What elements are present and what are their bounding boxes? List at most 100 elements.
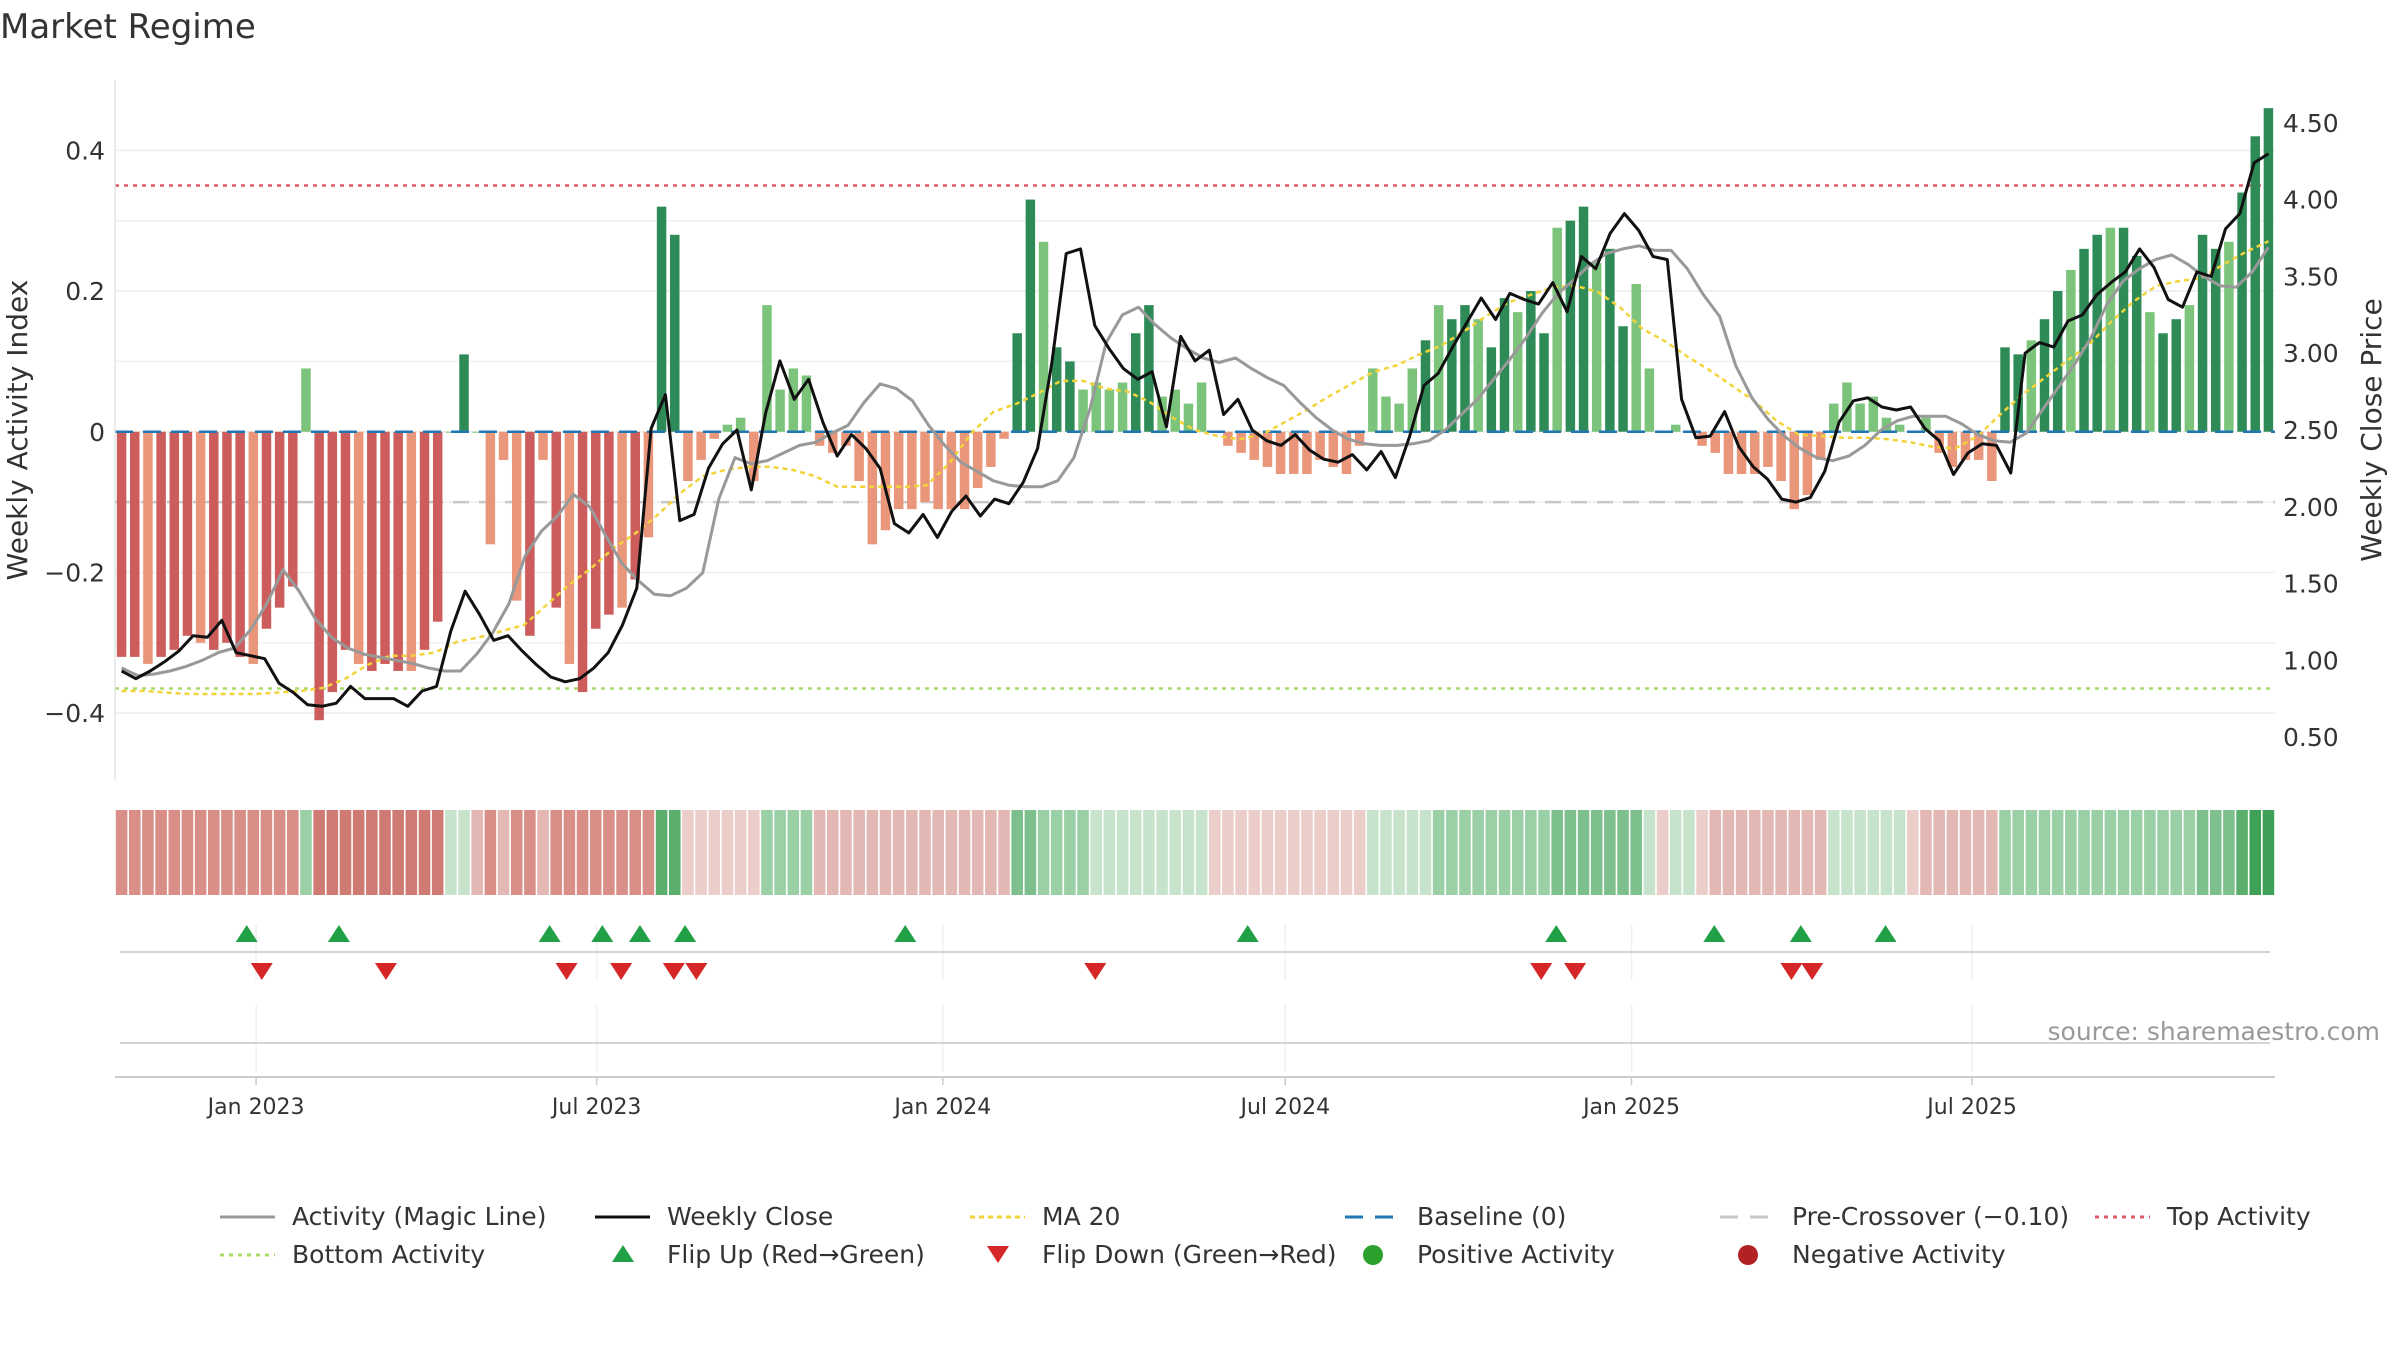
state-strip-cell [1577,810,1590,895]
state-strip-cell [932,810,944,895]
activity-bar [1526,291,1536,432]
legend-label: Activity (Magic Line) [292,1202,546,1231]
activity-bar [367,431,377,671]
ma20-line [121,240,2269,696]
state-strip-cell [800,810,813,895]
state-strip-cell [2038,810,2051,895]
state-strip-cell [1367,810,1379,895]
activity-bar [169,431,180,650]
state-strip-cell [1274,810,1287,895]
y-tick-label-right: 3.50 [2283,262,2339,291]
state-strip-cell [2065,810,2077,895]
state-strip-cell [1946,810,1959,895]
legend-item-flipdown: Flip Down (Green→Red) [987,1240,1337,1269]
reference-lines-layer [115,184,2275,690]
flip-up-marker [1874,925,1897,942]
state-strip-cell [1485,810,1498,895]
state-strip-cell [1893,810,1906,895]
legend-label: Flip Down (Green→Red) [1042,1240,1337,1269]
flip-up-marker [894,925,917,942]
activity-bar [907,431,917,510]
activity-bar [2250,136,2260,432]
state-strip-cell [194,810,207,895]
flip-up-marker [235,925,258,942]
state-strip-cell [366,810,378,895]
price-lines-layer [120,152,2270,708]
state-strip-cell [1867,810,1880,895]
activity-bar [1460,305,1470,432]
activity-bar [1341,431,1352,474]
activity-bar [1710,431,1720,453]
activity-bar [1960,431,1971,460]
state-strip-cell [1459,810,1471,895]
state-strip-cell [1024,810,1037,895]
state-strip-cell [221,810,233,895]
axes-layer: 0.4 0.2 0 −0.2 −0.4 4.50 4.00 3.50 3.00 2.50 2.00 1… [44,80,2339,780]
activity-bar [195,431,206,643]
state-strip-cell [1261,810,1274,895]
state-strip-cell [1525,810,1537,895]
state-strip-cell [879,810,892,895]
flip-up-marker [1236,925,1259,942]
activity-bar [1855,403,1865,432]
state-strip-cell [1880,810,1893,895]
activity-bar [1802,431,1813,496]
activity-bar [920,431,930,503]
x-tick-label: Jul 2025 [1925,1095,2017,1120]
activity-bar [1842,382,1852,432]
activity-bar [459,354,469,432]
state-strip-cell [405,810,418,895]
activity-bar [1512,312,1523,432]
legend-label: Flip Up (Red→Green) [667,1240,925,1269]
activity-bar [722,424,733,432]
activity-bar [564,431,575,664]
y-tick-label-right: 1.00 [2283,646,2339,675]
activity-bar [617,431,627,608]
activity-bar [1618,326,1628,432]
state-strip-cell [550,810,563,895]
activity-bar [2224,241,2234,432]
y-tick-label-right: 2.50 [2283,416,2339,445]
legend-label: MA 20 [1042,1202,1120,1231]
legend-label: Top Activity [2166,1202,2311,1231]
activity-bar [1947,431,1958,467]
activity-bar [130,431,140,657]
state-strip-cell [1090,810,1103,895]
activity-bar [143,431,153,664]
legend-swatch-flip-down [987,1246,1009,1263]
activity-bar [1605,248,1615,432]
activity-magic-line [120,244,2270,678]
activity-bar [1223,431,1233,446]
activity-bar [1144,305,1154,432]
activity-bar [841,431,851,446]
state-strip-cell [2144,810,2156,895]
activity-bar [2131,255,2142,432]
state-strip-cell [1630,810,1643,895]
activity-bar [1328,431,1339,467]
legend-item-magic: Activity (Magic Line) [220,1202,546,1231]
state-strip-cell [1301,810,1313,895]
legend-label: Bottom Activity [292,1240,485,1269]
state-strip-cell [2223,810,2235,895]
state-strip-cell [1709,810,1722,895]
state-strip-cell [616,810,628,895]
activity-bar [2171,319,2181,432]
activity-bar [709,431,720,439]
activity-bar [933,431,943,510]
activity-bar [1829,403,1839,432]
activity-bar [327,431,338,693]
activity-bar [1065,361,1075,432]
flip-down-marker [374,963,397,980]
activity-bar [1368,368,1378,432]
state-strip-cell [1498,810,1511,895]
activity-bar [893,431,904,510]
state-strip-cell [2170,810,2183,895]
state-strip-cell [1564,810,1577,895]
state-strip-cell [1248,810,1261,895]
activity-bar [986,431,996,467]
y-tick-label-right: 4.00 [2283,186,2339,215]
y-axis-label-left: Weekly Activity Index [1,280,34,581]
state-strip-cell [207,810,220,895]
